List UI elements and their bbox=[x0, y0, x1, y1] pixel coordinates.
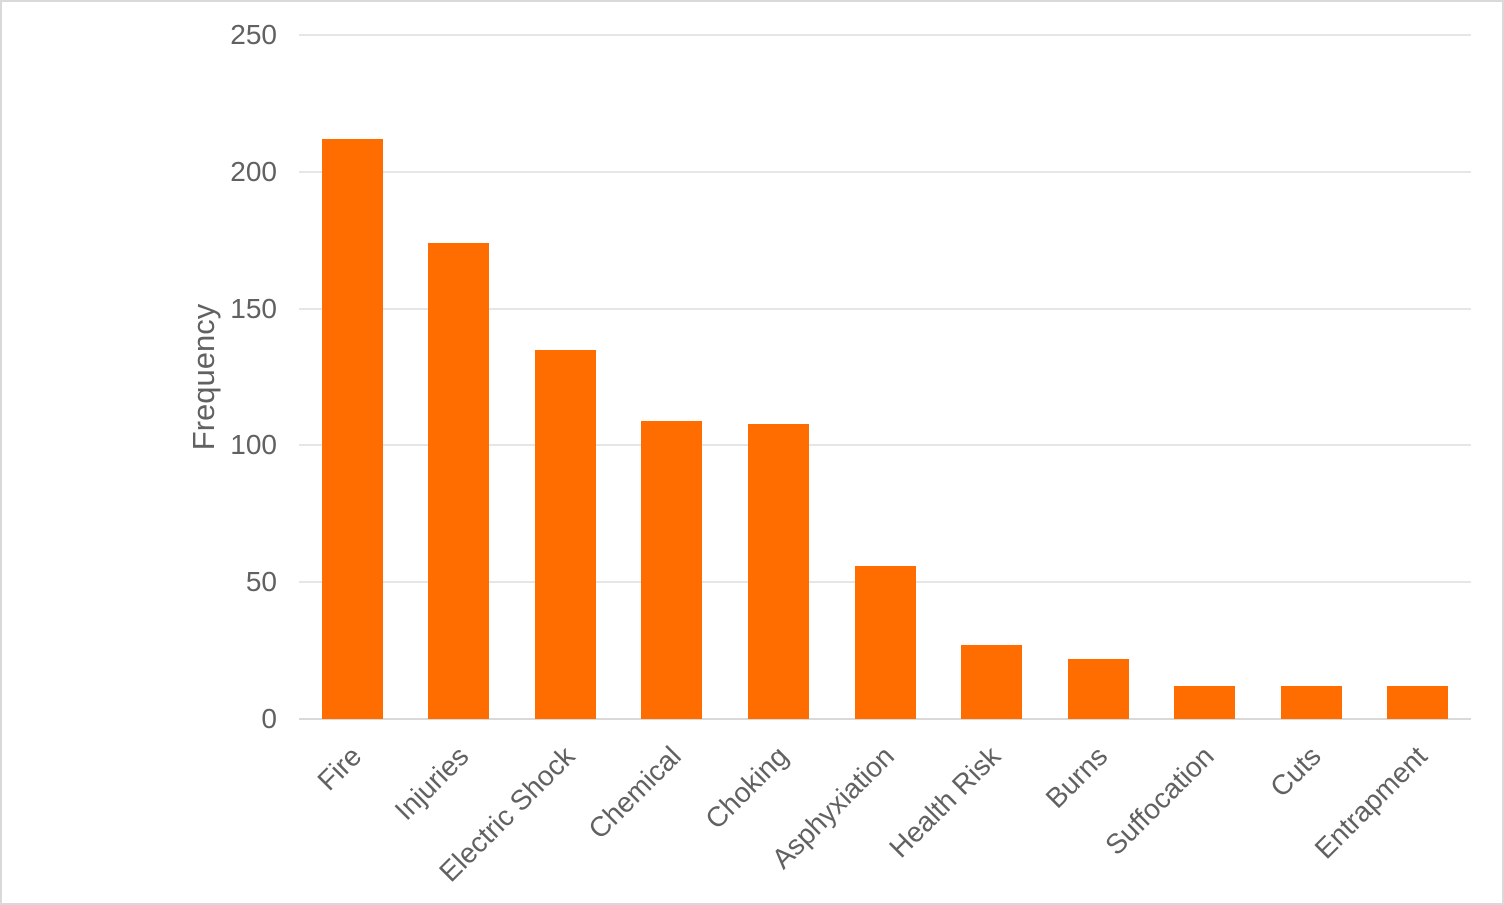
x-category-label: Choking bbox=[699, 740, 794, 835]
gridline bbox=[299, 444, 1471, 447]
plot-area bbox=[299, 34, 1471, 720]
gridline bbox=[299, 307, 1471, 310]
bar bbox=[1067, 658, 1129, 719]
x-axis-baseline bbox=[299, 718, 1471, 720]
x-category-label: Health Risk bbox=[883, 740, 1007, 864]
bar bbox=[321, 138, 383, 719]
x-category-label: Burns bbox=[1039, 740, 1114, 814]
x-category-label: Chemical bbox=[582, 740, 688, 845]
bar bbox=[1174, 686, 1236, 719]
x-category-label: Fire bbox=[311, 740, 368, 797]
y-axis-title: Frequency bbox=[186, 303, 221, 451]
y-tick-label: 150 bbox=[230, 292, 277, 324]
bar bbox=[747, 423, 809, 719]
bar bbox=[534, 349, 596, 719]
y-tick-label: 200 bbox=[230, 155, 277, 187]
y-tick-label: 0 bbox=[261, 703, 277, 734]
bar bbox=[961, 645, 1023, 719]
x-category-label: Injuries bbox=[388, 740, 475, 827]
gridline bbox=[299, 170, 1471, 173]
bar bbox=[641, 420, 703, 719]
bar bbox=[1387, 686, 1449, 719]
x-category-label: Suffocation bbox=[1099, 740, 1220, 861]
bar bbox=[428, 242, 490, 719]
y-tick-label: 50 bbox=[245, 566, 277, 598]
x-category-label: Cuts bbox=[1263, 740, 1327, 803]
gridline bbox=[299, 34, 1471, 36]
bar bbox=[854, 565, 916, 719]
y-tick-label: 250 bbox=[230, 19, 277, 50]
x-category-label: Entrapment bbox=[1308, 740, 1433, 865]
bar bbox=[1280, 686, 1342, 719]
y-tick-label: 100 bbox=[230, 429, 277, 461]
